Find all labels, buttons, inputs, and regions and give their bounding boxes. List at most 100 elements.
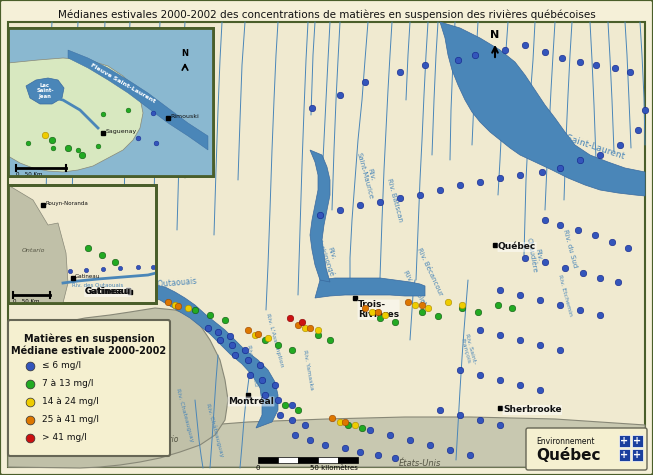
Text: Riv. Chateauguay: Riv. Chateauguay <box>176 388 195 442</box>
Point <box>325 336 335 344</box>
Point <box>607 238 617 246</box>
Point <box>270 381 280 389</box>
Point <box>98 265 108 273</box>
Text: > 41 mg/l: > 41 mg/l <box>42 434 87 443</box>
Point <box>190 306 200 314</box>
Point <box>591 61 601 69</box>
Text: 0   50 Km: 0 50 Km <box>13 299 39 304</box>
Point <box>47 136 57 144</box>
Text: Québec: Québec <box>498 243 536 251</box>
Text: +: + <box>620 450 629 460</box>
Point <box>25 380 35 388</box>
Point <box>495 331 505 339</box>
Text: Riv. Richelieu: Riv. Richelieu <box>246 344 258 386</box>
Point <box>25 362 35 370</box>
Point <box>263 334 273 342</box>
Point <box>335 206 345 214</box>
Point <box>148 263 158 271</box>
Text: Nouveau-
Brunswick: Nouveau- Brunswick <box>171 160 199 171</box>
Point <box>405 436 415 444</box>
Point <box>123 106 133 114</box>
Bar <box>619 449 630 461</box>
Point <box>595 151 605 159</box>
Point <box>515 291 525 299</box>
Point <box>173 302 183 310</box>
Point <box>203 324 214 332</box>
Point <box>495 376 505 384</box>
Point <box>97 251 107 259</box>
Point <box>540 48 550 56</box>
Point <box>215 336 225 344</box>
Point <box>326 414 337 422</box>
Text: Riv. Etchemin: Riv. Etchemin <box>557 274 573 316</box>
Text: Rivière des Outaouais: Rivière des Outaouais <box>113 277 197 293</box>
Point <box>365 426 375 434</box>
Bar <box>338 457 358 463</box>
Point <box>595 274 605 282</box>
Point <box>93 142 103 150</box>
Point <box>183 304 193 312</box>
Point <box>540 216 550 224</box>
Point <box>515 336 525 344</box>
Text: Riv.
Maskinongé: Riv. Maskinongé <box>314 233 342 277</box>
Text: Saguenay: Saguenay <box>106 129 137 133</box>
Point <box>293 406 303 414</box>
Point <box>287 401 297 409</box>
Point <box>72 146 83 154</box>
Point <box>65 267 75 275</box>
Point <box>367 308 377 316</box>
Point <box>243 356 253 364</box>
Point <box>420 61 430 69</box>
Point <box>63 144 73 152</box>
Point <box>443 298 453 306</box>
Point <box>313 331 323 339</box>
Point <box>614 141 625 149</box>
Point <box>360 304 370 312</box>
Point <box>98 110 108 118</box>
Point <box>454 366 465 374</box>
Text: Riv. Saint-
François: Riv. Saint- François <box>458 333 477 367</box>
Point <box>260 391 270 399</box>
Point <box>360 78 370 86</box>
Point <box>245 371 255 379</box>
Point <box>375 198 385 206</box>
Point <box>515 381 525 389</box>
Bar <box>8 28 213 176</box>
Text: Fleuve Saint-Laurent: Fleuve Saint-Laurent <box>89 62 156 104</box>
Text: Riv. L'Assomption: Riv. L'Assomption <box>265 313 285 368</box>
Point <box>640 106 650 114</box>
Bar <box>8 28 213 176</box>
Point <box>395 68 406 76</box>
Point <box>170 301 180 309</box>
Point <box>457 301 468 309</box>
Text: +: + <box>633 436 641 446</box>
Text: +: + <box>633 450 641 460</box>
Point <box>273 396 283 404</box>
Point <box>575 58 585 66</box>
Point <box>110 258 120 266</box>
FancyBboxPatch shape <box>526 428 647 470</box>
Point <box>495 421 505 429</box>
Text: ≤ 6 mg/l: ≤ 6 mg/l <box>42 361 81 371</box>
Point <box>279 401 290 409</box>
Point <box>293 321 303 329</box>
Polygon shape <box>8 417 645 467</box>
Point <box>133 134 143 142</box>
Point <box>148 109 158 117</box>
Polygon shape <box>8 185 68 303</box>
Point <box>520 41 530 49</box>
Point <box>313 326 323 334</box>
Point <box>555 301 565 309</box>
Point <box>537 168 547 176</box>
Point <box>335 418 345 426</box>
Point <box>555 346 565 354</box>
Point <box>343 421 353 429</box>
Text: 14 à 24 mg/l: 14 à 24 mg/l <box>42 398 99 407</box>
Point <box>290 431 300 439</box>
Text: Riv. Bécancour: Riv. Bécancour <box>417 247 443 297</box>
Text: Sherbrooke: Sherbrooke <box>503 406 562 415</box>
Point <box>578 269 588 277</box>
Point <box>500 46 510 54</box>
Text: États-Unis: États-Unis <box>399 458 441 467</box>
Text: Riv. des Outaouais: Riv. des Outaouais <box>72 283 123 288</box>
